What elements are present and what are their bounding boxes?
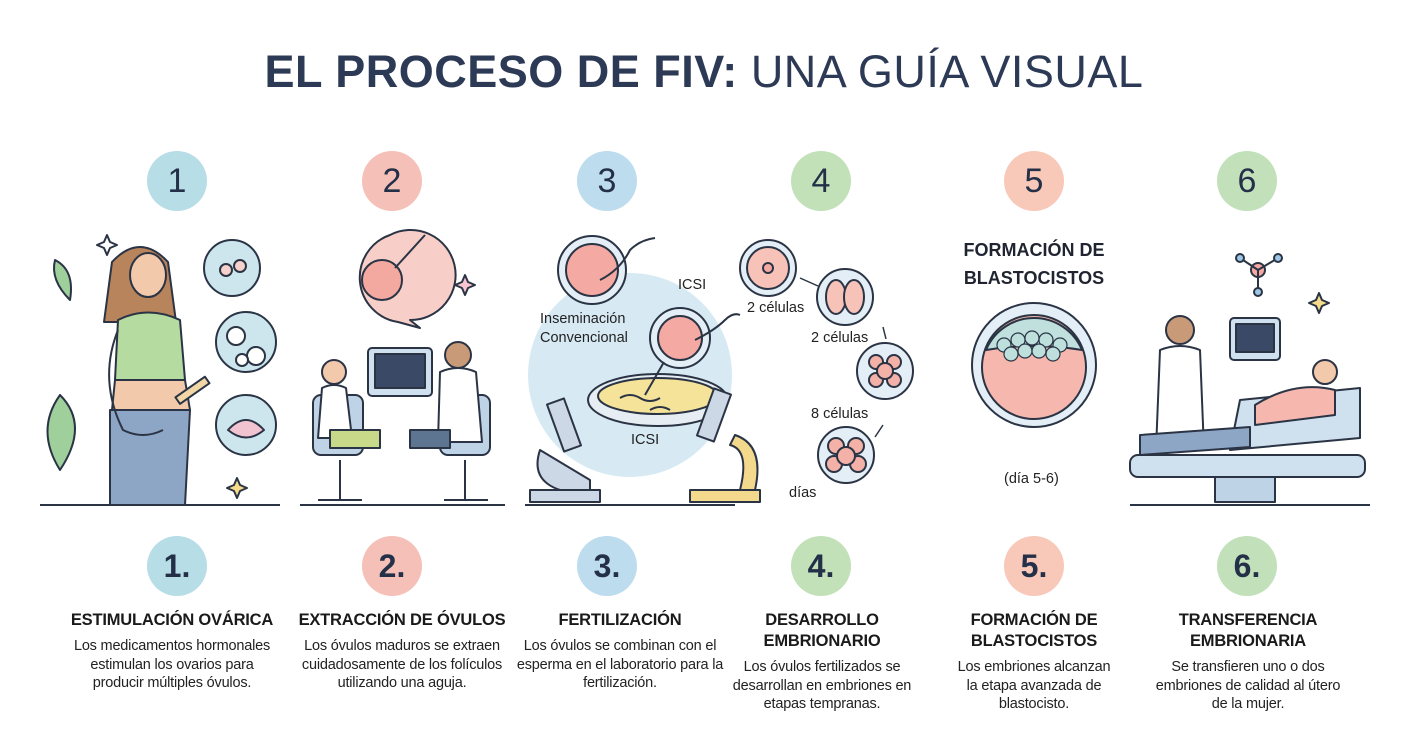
- step-title: FERTILIZACIÓN: [558, 611, 682, 629]
- egg-retrieval-icon: [312, 229, 491, 501]
- step-description: Los óvulos fertilizados se desarrollan e…: [732, 659, 912, 712]
- step-description: Los medicamentos hormonales estimulan lo…: [73, 638, 271, 691]
- step-description: Se transfieren uno o dos embriones de ca…: [1155, 659, 1341, 712]
- step-title: TRANSFERENCIA EMBRIONARIA: [1178, 611, 1318, 650]
- step-3-card: FERTILIZACIÓN Los óvulos se combinan con…: [510, 610, 730, 693]
- blastocyst-day-label: (día 5-6): [1004, 471, 1059, 487]
- embryo-division-icon: [739, 239, 914, 484]
- step-title: ESTIMULACIÓN OVÁRICA: [70, 611, 274, 629]
- step-description: Los embriones alcanzan la etapa avanzada…: [957, 659, 1111, 712]
- step-title: FORMACIÓN DE BLASTOCISTOS: [970, 611, 1098, 650]
- label-embryo-3: 8 células: [811, 406, 869, 422]
- step-6-card: TRANSFERENCIA EMBRIONARIA Se transfieren…: [1150, 610, 1346, 714]
- embryo-transfer-icon: [1129, 253, 1366, 503]
- woman-injection-icon: [46, 234, 277, 506]
- step-description: Los óvulos maduros se extraen cuidadosam…: [301, 638, 503, 691]
- step-1-number: 1: [147, 151, 207, 211]
- step-2-badge: 2.: [362, 536, 422, 596]
- blastocyst-icon: [971, 302, 1097, 428]
- title-regular: UNA GUÍA VISUAL: [750, 46, 1144, 97]
- step-4-badge: 4.: [791, 536, 851, 596]
- label-embryo-4: días: [789, 485, 817, 501]
- step-title: DESARROLLO EMBRIONARIO: [763, 611, 881, 650]
- step-1-badge: 1.: [147, 536, 207, 596]
- step-3-badge: 3.: [577, 536, 637, 596]
- label-embryo-1: 2 células: [747, 300, 805, 316]
- lab-fertilization-icon: [528, 235, 761, 503]
- step-description: Los óvulos se combinan con el esperma en…: [516, 638, 724, 691]
- step-5-number: 5: [1004, 151, 1064, 211]
- label-icsi-bottom: ICSI: [631, 432, 660, 448]
- page-title: EL PROCESO DE FIV: UNA GUÍA VISUAL: [0, 46, 1408, 98]
- label-icsi-top: ICSI: [678, 277, 707, 293]
- step-2-number: 2: [362, 151, 422, 211]
- blastocyst-title: FORMACIÓN DE BLASTOCISTOS: [963, 240, 1105, 288]
- step-6-badge: 6.: [1217, 536, 1277, 596]
- step-2-card: EXTRACCIÓN DE ÓVULOS Los óvulos maduros …: [292, 610, 512, 693]
- step-4-card: DESARROLLO EMBRIONARIO Los óvulos fertil…: [730, 610, 914, 714]
- title-bold: EL PROCESO DE FIV:: [264, 46, 738, 97]
- step-4-number: 4: [791, 151, 851, 211]
- step-5-badge: 5.: [1004, 536, 1064, 596]
- step-1-card: ESTIMULACIÓN OVÁRICA Los medicamentos ho…: [62, 610, 282, 693]
- step-3-number: 3: [577, 151, 637, 211]
- step-5-card: FORMACIÓN DE BLASTOCISTOS Los embriones …: [944, 610, 1124, 714]
- step-title: EXTRACCIÓN DE ÓVULOS: [298, 611, 506, 629]
- label-conventional-insemination: Inseminación Convencional: [540, 311, 628, 346]
- label-embryo-2: 2 células: [811, 330, 869, 346]
- step-6-number: 6: [1217, 151, 1277, 211]
